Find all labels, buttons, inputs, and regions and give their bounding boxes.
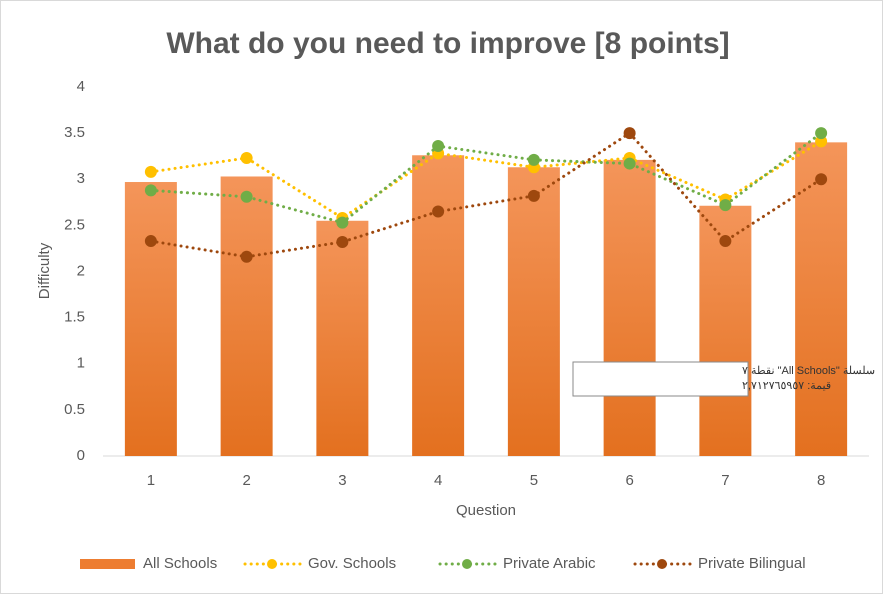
legend-label: Gov. Schools (308, 555, 396, 572)
x-tick-label: 2 (242, 472, 250, 489)
legend-label: Private Bilingual (698, 555, 806, 572)
legend-marker (462, 559, 472, 569)
point (815, 173, 828, 186)
bar (220, 176, 273, 457)
y-tick-label: 4 (77, 78, 85, 95)
point (336, 216, 349, 229)
y-tick-label: 3.5 (64, 124, 85, 141)
y-tick-label: 2.5 (64, 216, 85, 233)
legend-marker (267, 559, 277, 569)
point (336, 235, 349, 248)
point (144, 184, 157, 197)
tooltip-line: قيمة: ٢,٧١٢٧٦٥٩٥٧ (742, 380, 831, 392)
point (719, 235, 732, 248)
point (240, 250, 253, 263)
y-tick-label: 0.5 (64, 401, 85, 418)
point (144, 235, 157, 248)
point (144, 165, 157, 178)
tooltip: سلسلة "All Schools" نقطة ٧ قيمة: ٢,٧١٢٧٦٥… (572, 361, 875, 397)
bar (795, 142, 848, 456)
bar (507, 167, 560, 456)
tooltip-box (572, 361, 749, 397)
tooltip-line: سلسلة "All Schools" نقطة ٧ (742, 365, 875, 377)
legend-marker (657, 559, 667, 569)
legend-label: All Schools (143, 555, 217, 572)
x-axis-label: Question (456, 502, 516, 519)
legend-swatch (80, 559, 135, 569)
bar (412, 155, 465, 456)
point (240, 190, 253, 203)
y-tick-label: 0 (77, 447, 85, 464)
y-tick-label: 1.5 (64, 309, 85, 326)
x-tick-label: 8 (817, 472, 825, 489)
bar (316, 220, 369, 456)
point (432, 140, 445, 153)
bar (699, 205, 752, 456)
y-tick-label: 2 (77, 262, 85, 279)
x-tick-label: 1 (147, 472, 155, 489)
bar (124, 182, 177, 456)
point (719, 199, 732, 212)
series-line (149, 131, 823, 259)
point (527, 189, 540, 202)
point (815, 135, 828, 148)
point (815, 127, 828, 140)
chart-title: What do you need to improve [8 points] (166, 27, 729, 60)
x-tick-label: 7 (721, 472, 729, 489)
x-tick-label: 3 (338, 472, 346, 489)
legend-label: Private Arabic (503, 555, 596, 572)
x-tick-label: 6 (625, 472, 633, 489)
point (623, 157, 636, 170)
y-tick-label: 1 (77, 355, 85, 372)
x-tick-label: 4 (434, 472, 442, 489)
series-line (149, 131, 823, 225)
x-tick-label: 5 (530, 472, 538, 489)
point (527, 153, 540, 166)
series-line (149, 139, 823, 220)
point (432, 205, 445, 218)
bar (603, 159, 656, 456)
y-tick-label: 3 (77, 170, 85, 187)
y-axis-label: Difficulty (36, 242, 53, 299)
point (240, 152, 253, 165)
point (623, 127, 636, 140)
